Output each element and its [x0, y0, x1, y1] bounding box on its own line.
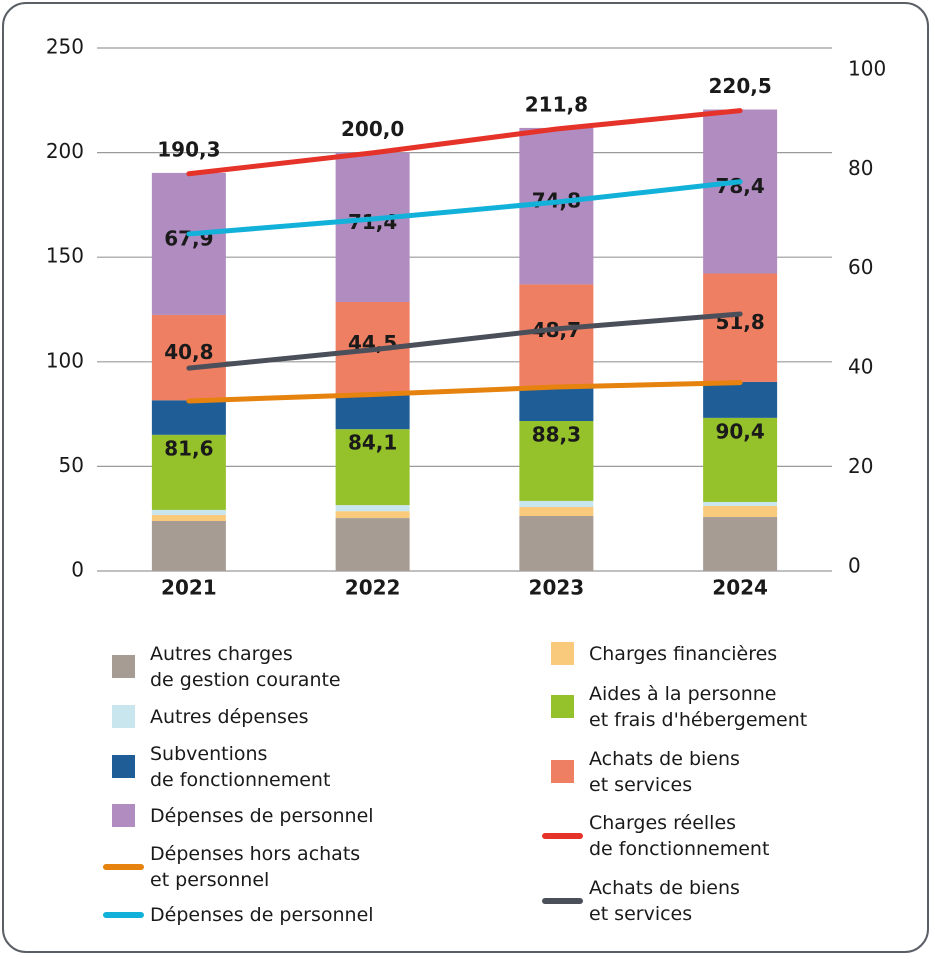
y2-tick-label: 80: [848, 156, 873, 180]
y2-tick-label: 0: [848, 554, 861, 578]
subtotal-label: 90,4: [715, 419, 764, 443]
legend-label: Dépenses de personnel: [150, 805, 374, 827]
subtotal-label: 88,3: [532, 423, 581, 447]
legend-label: Autres charges de gestion courante: [150, 643, 341, 691]
x-tick-label: 2021: [161, 576, 217, 600]
y-tick-label: 50: [59, 453, 84, 477]
y2-tick-label: 40: [848, 355, 873, 379]
legend-swatch: [103, 912, 144, 918]
bar-segment: [703, 501, 778, 506]
total-label: 200,0: [341, 117, 404, 141]
legend-label: Charges financières: [589, 643, 778, 665]
legend-swatch: [112, 705, 135, 728]
bar-segment: [335, 518, 410, 571]
bar-segment: [519, 500, 594, 507]
bar-segment: [151, 434, 226, 510]
legend-swatch: [103, 864, 144, 870]
legend-label: Dépenses hors achats et personnel: [150, 843, 361, 891]
bar-segment: [335, 395, 410, 430]
legend-swatch: [112, 804, 135, 827]
legend-label: Achats de biens et services: [589, 748, 740, 796]
bar-segment: [703, 517, 778, 571]
bar-segment: [703, 381, 778, 418]
x-tick-label: 2024: [712, 576, 768, 600]
bar-segment: [519, 386, 594, 422]
legend-swatch: [112, 755, 135, 778]
bar-segment: [703, 505, 778, 518]
y2-tick-label: 100: [848, 56, 886, 80]
line: [186, 108, 743, 177]
legend-label: Aides à la personne et frais d'hébergeme…: [589, 683, 808, 731]
bar-segment: [519, 515, 594, 571]
line: [186, 179, 743, 237]
legend-swatch: [542, 898, 583, 904]
bar-segment: [335, 152, 410, 302]
total-label: 211,8: [525, 92, 588, 116]
bar-segment: [519, 284, 594, 387]
y-tick-label: 250: [46, 35, 84, 59]
bar-segment: [151, 172, 226, 315]
total-label: 220,5: [708, 74, 771, 98]
legend-swatch: [542, 833, 583, 839]
bar-segment: [151, 509, 226, 515]
bar-segment: [519, 506, 594, 516]
bar-segment: [335, 511, 410, 519]
legend-label: Autres dépenses: [150, 706, 309, 728]
bar-segment: [151, 521, 226, 571]
y-tick-label: 0: [71, 558, 84, 582]
legend-swatch: [551, 760, 574, 783]
bar-segment: [151, 514, 226, 522]
x-tick-label: 2022: [345, 576, 401, 600]
y2-tick-label: 60: [848, 255, 873, 279]
legend-label: Charges réelles de fonctionnement: [589, 812, 770, 860]
line: [186, 311, 743, 371]
bar-segment: [151, 400, 226, 435]
x-tick-label: 2023: [529, 576, 585, 600]
bar-segment: [703, 109, 778, 274]
bar-segment: [335, 505, 410, 512]
y2-tick-label: 20: [848, 454, 873, 478]
legend-label: Achats de biens et services: [589, 877, 740, 925]
bar-segment: [151, 314, 226, 401]
legend-label: Subventions de fonctionnement: [150, 743, 331, 791]
y-tick-label: 150: [46, 244, 84, 268]
value-label: 67,9: [164, 226, 213, 250]
y-tick-label: 200: [46, 139, 84, 163]
bar-segment: [703, 417, 778, 502]
legend-swatch: [112, 655, 135, 678]
bar-segment: [335, 429, 410, 506]
bar-segment: [519, 421, 594, 501]
subtotal-label: 84,1: [348, 431, 397, 455]
y-tick-label: 100: [46, 348, 84, 372]
subtotal-label: 81,6: [164, 436, 213, 460]
total-label: 190,3: [157, 137, 220, 161]
legend-swatch: [551, 695, 574, 718]
value-label: 40,8: [164, 340, 213, 364]
legend-label: Dépenses de personnel: [150, 904, 374, 926]
bar-segment: [703, 273, 778, 382]
legend-swatch: [551, 642, 574, 665]
line: [186, 380, 743, 404]
